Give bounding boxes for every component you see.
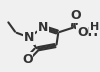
Text: N: N bbox=[38, 21, 48, 34]
Text: H: H bbox=[90, 22, 99, 32]
Text: O: O bbox=[22, 53, 32, 66]
Text: OH: OH bbox=[77, 26, 98, 39]
Text: N: N bbox=[24, 31, 34, 44]
Text: O: O bbox=[70, 9, 81, 22]
